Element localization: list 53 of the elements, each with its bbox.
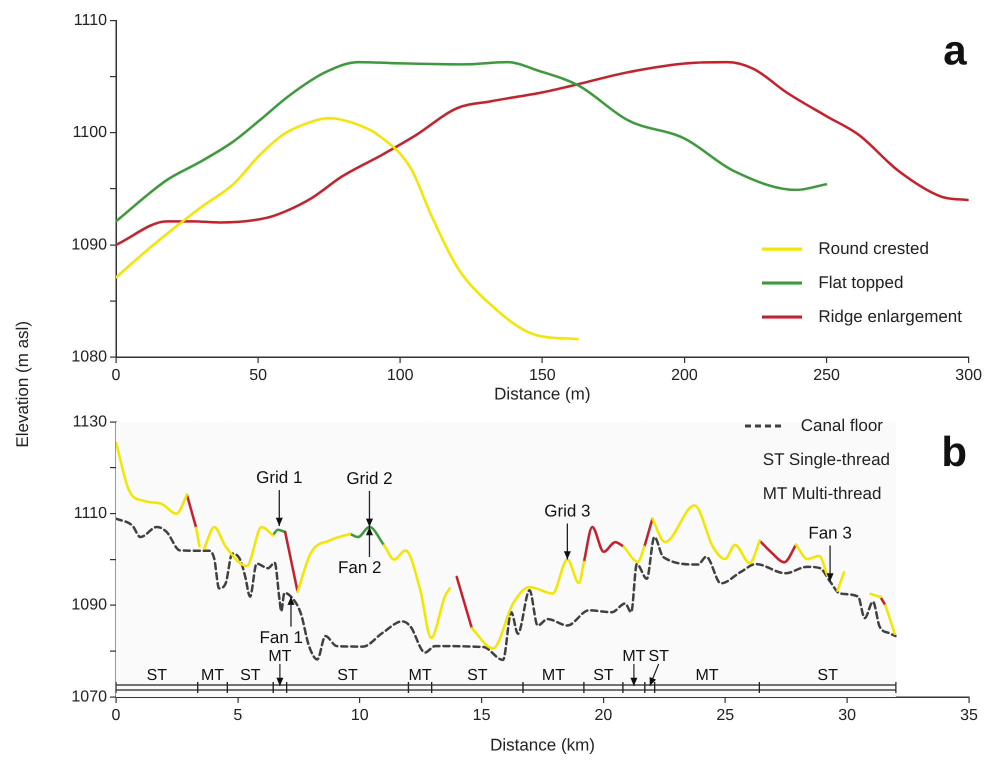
x-tick-label: 100 (386, 367, 414, 384)
chart-title: a (943, 26, 968, 74)
x-tick-label: 35 (960, 707, 978, 724)
x-axis-title: Distance (m) (494, 384, 591, 404)
annotation: ST Single-thread (762, 449, 890, 471)
x-tick-label: 30 (838, 707, 856, 724)
y-tick-label: 1070 (71, 688, 108, 706)
y-tick-label: 1090 (71, 236, 108, 254)
band-label: ST (467, 667, 488, 684)
x-tick-label: 300 (955, 367, 982, 384)
y-tick-label: 1110 (74, 505, 108, 522)
x-tick-label: 250 (813, 367, 840, 384)
band-label: ST (240, 667, 261, 684)
chart-title: b (941, 428, 967, 475)
x-tick-label: 5 (233, 707, 242, 724)
annotation: Fan 1 (260, 628, 303, 647)
annotation: MT Multi-thread (762, 483, 882, 505)
x-tick-label: 0 (112, 367, 121, 384)
annotation: Grid 3 (544, 502, 591, 521)
band-label: MT (408, 667, 432, 684)
annotation: Grid 2 (346, 469, 393, 488)
y-axis-title: Elevation (m asl) (13, 320, 33, 448)
band-label: MT (695, 667, 719, 684)
legend-label: Round crested (818, 238, 929, 260)
annotation: Grid 1 (256, 468, 302, 488)
text: Canal floor (800, 415, 883, 437)
x-tick-label: 150 (528, 367, 556, 384)
x-axis-title: Distance (km) (490, 735, 595, 754)
annotation: Fan 3 (808, 524, 852, 543)
band-label: MT (268, 648, 292, 665)
band-label: MT (622, 648, 646, 665)
x-tick-label: 15 (472, 707, 491, 724)
x-tick-label: 25 (716, 707, 734, 724)
band-label: ST (648, 648, 670, 665)
x-tick-label: 10 (350, 707, 369, 724)
band-label: ST (817, 667, 838, 684)
y-tick-label: 1090 (71, 596, 108, 614)
y-tick-label: 1130 (72, 413, 108, 430)
band-label: ST (146, 667, 168, 684)
x-tick-label: 50 (249, 367, 268, 384)
y-tick-label: 1110 (74, 12, 108, 30)
x-tick-label: 20 (594, 707, 612, 724)
band-label: ST (337, 667, 358, 684)
band-label: ST (593, 667, 614, 684)
x-tick-label: 0 (112, 707, 121, 724)
legend-label: Flat topped (818, 272, 904, 294)
y-tick-label: 1080 (71, 348, 108, 366)
x-tick-label: 200 (671, 367, 698, 384)
y-tick-label: 1100 (72, 124, 108, 142)
legend-label: Ridge enlargement (818, 306, 962, 328)
band-label: MT (542, 667, 566, 684)
band-label: MT (200, 667, 224, 684)
annotation: Fan 2 (338, 558, 382, 578)
